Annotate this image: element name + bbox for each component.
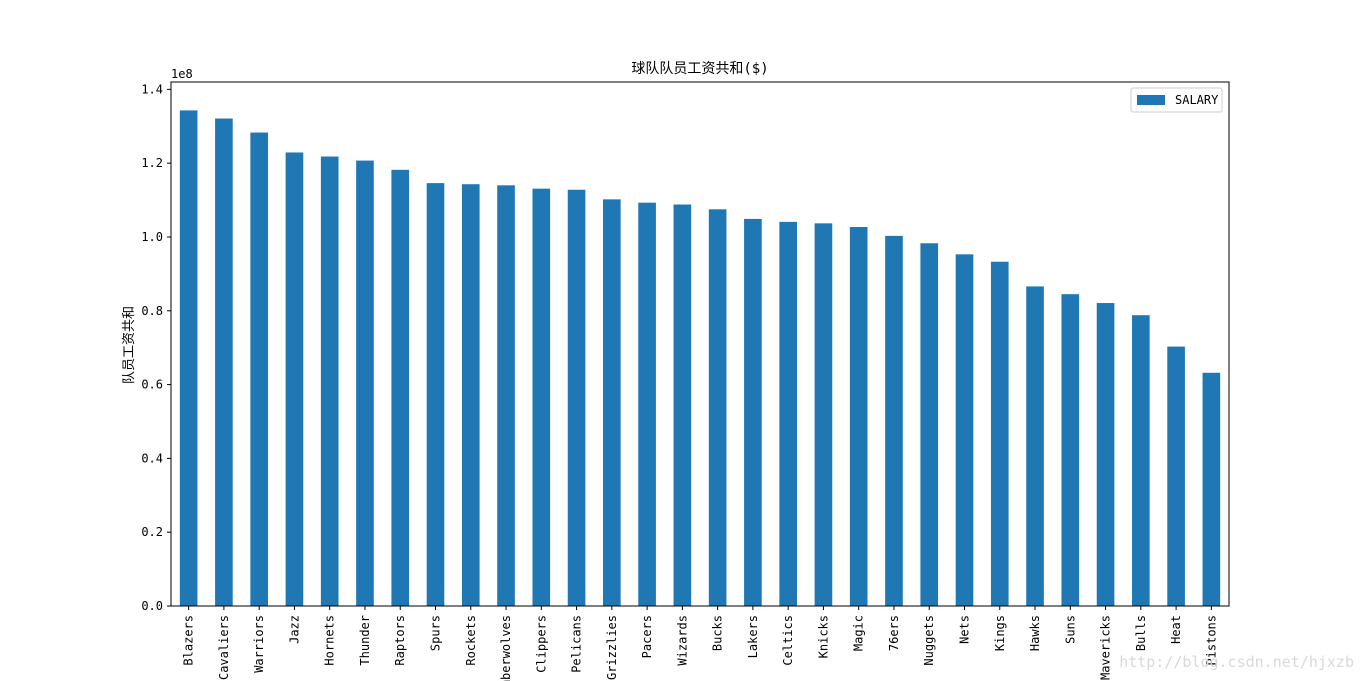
x-tick-label-knicks: Knicks <box>816 615 830 658</box>
bar-pacers <box>638 202 656 607</box>
legend-box <box>1130 87 1223 113</box>
x-tick-label-lakers: Lakers <box>746 615 760 658</box>
x-tick-label-nets: Nets <box>958 615 972 644</box>
bar-knicks <box>814 223 833 606</box>
watermark: http://blog.csdn.net/hjxzb <box>1119 653 1354 671</box>
bar-76ers <box>885 235 903 606</box>
bar-hornets <box>320 156 339 607</box>
bar-blazers <box>179 110 198 606</box>
chart-title: 球队队员工资共和($) <box>631 61 768 77</box>
x-tick-label-thunder: Thunder <box>358 615 372 666</box>
bar-heat <box>1167 346 1185 606</box>
legend-label: SALARY <box>1175 93 1219 107</box>
bar-grizzlies <box>603 199 621 606</box>
x-tick-label-mavericks: Mavericks <box>1099 615 1113 680</box>
x-tick-label-cavaliers: Cavaliers <box>217 615 231 680</box>
bar-bucks <box>708 209 727 606</box>
y-ticks-group: 0.0 0.2 0.4 0.6 0.8 1.0 1.2 1.4 <box>141 82 171 613</box>
x-tick-label-celtics: Celtics <box>781 615 795 666</box>
y-offset-label: 1e8 <box>171 67 193 81</box>
y-tick-label: 1.2 <box>141 156 163 170</box>
bar-warriors <box>250 132 268 607</box>
bar-magic <box>849 227 868 606</box>
bar-suns <box>1061 294 1080 606</box>
x-tick-label-grizzlies: Grizzlies <box>605 615 619 680</box>
bars-group <box>179 110 1221 607</box>
y-tick-label: 0.8 <box>141 304 163 318</box>
bar-clippers <box>532 188 551 606</box>
x-tick-label-76ers: 76ers <box>887 615 901 651</box>
y-tick-label: 0.4 <box>141 451 163 465</box>
x-tick-label-suns: Suns <box>1063 615 1077 644</box>
x-tick-label-bucks: Bucks <box>711 615 725 651</box>
bar-cavaliers <box>215 118 233 606</box>
x-tick-label-magic: Magic <box>852 615 866 651</box>
legend-swatch <box>1137 95 1165 105</box>
x-tick-label-clippers: Clippers <box>534 615 548 673</box>
x-tick-label-hornets: Hornets <box>323 615 337 666</box>
x-tick-label-spurs: Spurs <box>429 615 443 651</box>
x-tick-label-blazers: Blazers <box>182 615 196 666</box>
x-tick-label-bulls: Bulls <box>1134 615 1148 651</box>
bar-pelicans <box>567 189 586 606</box>
x-tick-label-pelicans: Pelicans <box>570 615 584 673</box>
bar-jazz <box>285 152 304 607</box>
x-tick-label-pistons: Pistons <box>1204 615 1218 666</box>
y-tick-label: 1.4 <box>141 82 163 96</box>
x-tick-label-pacers: Pacers <box>640 615 654 658</box>
bar-kings <box>990 261 1009 606</box>
bar-mavericks <box>1096 303 1115 606</box>
x-tick-label-wizards: Wizards <box>675 615 689 666</box>
legend: SALARY <box>1130 87 1223 113</box>
x-tick-label-timberwolves: Timberwolves <box>499 615 513 681</box>
bar-pistons <box>1202 372 1221 606</box>
plot-frame <box>170 81 1230 607</box>
bar-raptors <box>391 169 410 606</box>
x-ticks-group: Blazers Cavaliers Warriors Jazz Hornets Thund… <box>182 606 1218 681</box>
bar-lakers <box>744 218 762 606</box>
x-tick-label-nuggets: Nuggets <box>922 615 936 666</box>
y-tick-label: 0.6 <box>141 378 163 392</box>
bar-timberwolves <box>497 185 515 606</box>
bar-nets <box>955 254 974 606</box>
y-tick-label: 0.0 <box>141 599 163 613</box>
x-tick-label-jazz: Jazz <box>287 615 301 644</box>
y-axis-label: 队员工资共和 <box>122 306 137 384</box>
x-tick-label-hawks: Hawks <box>1028 615 1042 651</box>
bar-spurs <box>426 183 445 607</box>
y-tick-label: 0.2 <box>141 525 163 539</box>
y-tick-label: 1.0 <box>141 230 163 244</box>
x-tick-label-warriors: Warriors <box>252 615 266 673</box>
bar-wizards <box>673 204 692 606</box>
bar-bulls <box>1132 315 1150 606</box>
bar-hawks <box>1026 286 1044 606</box>
bar-celtics <box>779 221 797 607</box>
bar-rockets <box>461 184 480 606</box>
bar-thunder <box>356 160 374 606</box>
x-tick-label-kings: Kings <box>993 615 1007 651</box>
x-tick-label-heat: Heat <box>1169 615 1183 644</box>
bar-nuggets <box>920 243 939 606</box>
x-tick-label-raptors: Raptors <box>393 615 407 666</box>
x-tick-label-rockets: Rockets <box>464 615 478 666</box>
